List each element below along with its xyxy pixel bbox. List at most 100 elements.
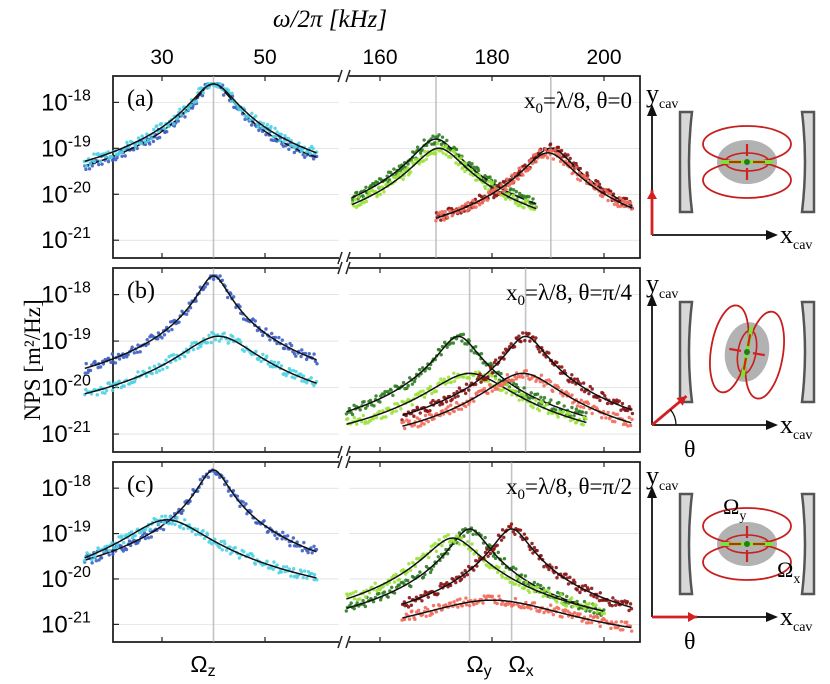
data-point bbox=[99, 556, 104, 560]
data-point bbox=[472, 351, 477, 355]
data-point bbox=[519, 606, 524, 610]
data-point bbox=[499, 602, 504, 607]
data-point bbox=[522, 580, 526, 585]
data-point bbox=[392, 580, 397, 584]
data-point bbox=[434, 219, 438, 223]
data-point bbox=[125, 140, 129, 145]
data-point bbox=[625, 620, 629, 624]
data-point bbox=[315, 578, 319, 582]
data-point bbox=[289, 343, 294, 348]
data-point bbox=[124, 547, 129, 552]
data-point bbox=[133, 533, 137, 538]
data-point bbox=[392, 591, 397, 595]
force-arrow bbox=[742, 357, 748, 370]
data-point bbox=[352, 415, 356, 420]
data-point bbox=[504, 380, 508, 384]
data-point bbox=[590, 411, 594, 416]
data-point bbox=[575, 404, 580, 408]
data-point bbox=[154, 370, 159, 375]
data-point bbox=[271, 365, 275, 369]
data-point bbox=[542, 384, 546, 388]
data-point bbox=[536, 586, 540, 590]
trap-group bbox=[709, 304, 785, 400]
data-point bbox=[422, 138, 426, 142]
data-point bbox=[358, 597, 362, 601]
data-point bbox=[449, 403, 453, 407]
data-point bbox=[110, 541, 114, 545]
data-point bbox=[423, 413, 428, 418]
panel-frame bbox=[112, 461, 641, 643]
axis-break-gap bbox=[339, 262, 349, 458]
data-point bbox=[378, 192, 383, 196]
data-point bbox=[150, 137, 154, 141]
data-point bbox=[424, 157, 429, 161]
data-point bbox=[372, 404, 376, 408]
data-point bbox=[455, 154, 459, 158]
angle-label: θ bbox=[684, 437, 696, 463]
data-point bbox=[537, 408, 542, 413]
omega-y-mode-label: Ωy bbox=[723, 494, 746, 524]
data-point bbox=[92, 152, 96, 156]
data-point bbox=[351, 591, 356, 595]
data-point bbox=[556, 385, 561, 390]
axis-break-mark bbox=[345, 455, 351, 469]
y-axis-arrowhead bbox=[647, 486, 657, 498]
data-point bbox=[504, 391, 508, 395]
data-point bbox=[477, 173, 481, 177]
data-point bbox=[445, 138, 449, 143]
data-point bbox=[407, 617, 412, 621]
data-point bbox=[437, 133, 441, 137]
data-point bbox=[206, 475, 211, 479]
data-point bbox=[550, 149, 554, 153]
data-point bbox=[131, 148, 136, 152]
data-point bbox=[601, 391, 605, 396]
data-point bbox=[275, 536, 279, 541]
data-point bbox=[426, 595, 430, 599]
data-point bbox=[286, 137, 291, 141]
y-tick-label: 10-18 bbox=[41, 87, 91, 116]
data-point bbox=[292, 376, 297, 380]
data-point bbox=[572, 611, 577, 615]
data-point bbox=[468, 529, 473, 533]
data-point bbox=[512, 179, 516, 184]
data-point bbox=[431, 603, 436, 608]
data-point bbox=[281, 530, 285, 535]
data-point bbox=[471, 198, 475, 203]
data-point bbox=[266, 362, 270, 366]
data-point bbox=[353, 197, 357, 202]
data-point bbox=[559, 148, 564, 153]
data-point bbox=[207, 86, 211, 90]
data-point bbox=[464, 404, 468, 409]
data-point bbox=[310, 571, 314, 576]
data-point bbox=[527, 590, 532, 595]
data-point bbox=[480, 200, 485, 205]
data-point bbox=[92, 159, 96, 164]
fit-curve-y-light bbox=[346, 537, 604, 612]
data-point bbox=[356, 195, 361, 199]
y-tick-label: 10-18 bbox=[41, 473, 91, 502]
panel-frame bbox=[112, 267, 641, 453]
data-point bbox=[568, 575, 572, 580]
data-point bbox=[166, 329, 171, 333]
data-point bbox=[225, 295, 230, 300]
axis-break-mark bbox=[345, 635, 351, 649]
data-point bbox=[406, 578, 410, 583]
data-point bbox=[470, 542, 474, 546]
data-point bbox=[303, 155, 307, 159]
data-point bbox=[299, 372, 303, 376]
data-point bbox=[363, 604, 368, 609]
data-point bbox=[524, 369, 529, 373]
data-point bbox=[413, 157, 418, 162]
top-tick-30: 30 bbox=[150, 46, 173, 69]
data-point bbox=[373, 581, 377, 585]
x-axis-arrowhead bbox=[766, 230, 778, 240]
data-point bbox=[350, 412, 355, 417]
data-point bbox=[513, 532, 517, 537]
data-point bbox=[479, 380, 483, 384]
data-point bbox=[449, 341, 453, 345]
data-point bbox=[140, 134, 144, 138]
data-point bbox=[415, 145, 420, 149]
data-point bbox=[275, 130, 279, 134]
data-point bbox=[451, 341, 456, 345]
data-point bbox=[241, 500, 245, 504]
